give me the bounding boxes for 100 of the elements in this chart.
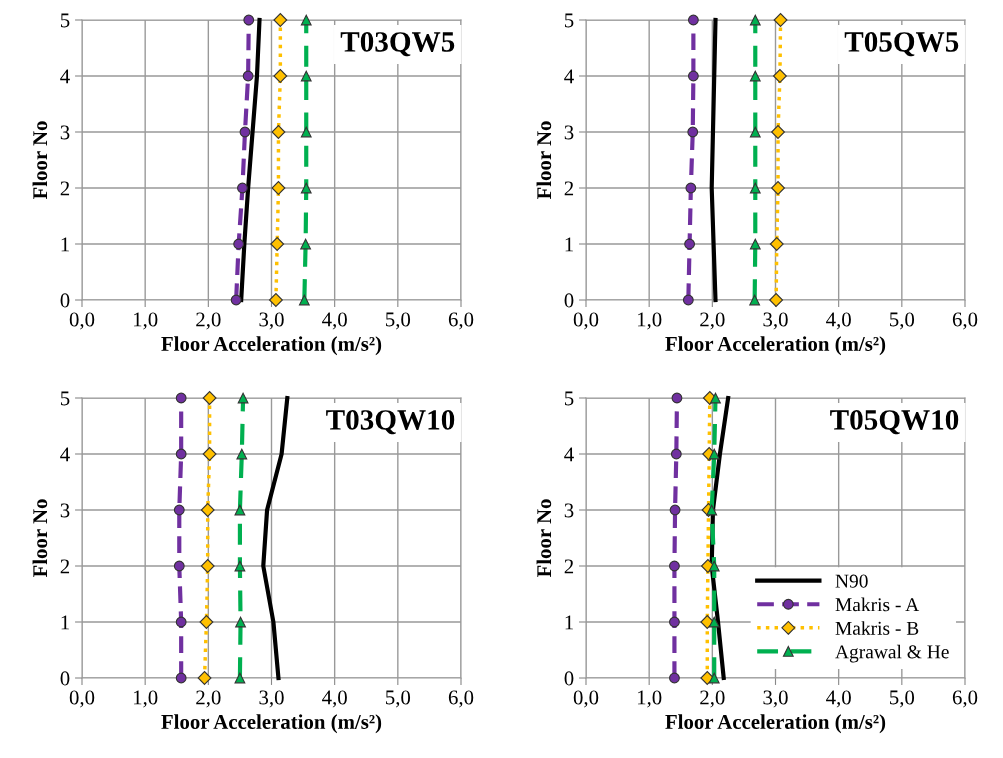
y-axis-title: Floor No [32,499,48,578]
point [300,238,312,250]
point [749,14,761,26]
point [685,182,697,194]
y-tick-label: 0 [564,293,574,308]
point [300,126,312,138]
y-tick-label: 4 [60,447,70,462]
x-tick-label: 5,0 [890,690,915,708]
point [200,503,215,517]
point [202,447,217,461]
point [706,504,718,516]
y-tick-label: 3 [60,125,70,140]
point [749,294,761,306]
chart-title: T03QW10 [326,410,455,435]
y-axis-title: Floor No [536,121,552,200]
x-axis-title: Floor Acceleration (m/s²) [665,336,886,356]
chart-title: T05QW10 [830,410,959,435]
y-tick-label: 1 [61,237,69,252]
x-tick-label: 6,0 [952,312,978,330]
point [708,616,720,628]
x-tick-label: 2,0 [700,690,725,708]
y-tick-label: 5 [60,13,70,28]
x-tick-label: 0,0 [573,312,599,330]
y-tick-label: 3 [564,503,574,518]
point [234,672,246,684]
point [749,70,761,82]
x-tick-label: 3,0 [259,690,284,708]
point [670,448,682,460]
point [749,126,761,138]
point [669,672,680,684]
x-tick-label: 2,0 [196,690,221,708]
point [271,181,286,195]
legend-label: N90 [835,574,868,588]
point [197,671,212,685]
x-tick-label: 0,0 [573,690,599,708]
x-tick-label: 6,0 [952,690,978,708]
x-tick-label: 6,0 [448,312,474,330]
point [749,238,761,250]
y-tick-label: 2 [60,559,70,574]
point [769,293,784,307]
point [235,616,246,628]
x-tick-label: 4,0 [826,312,851,330]
x-tick-label: 0,0 [69,690,95,708]
point [771,125,785,139]
x-tick-label: 4,0 [322,312,347,330]
point [669,560,680,572]
point [687,14,699,26]
point [708,560,720,572]
point [771,181,785,195]
point [682,294,694,306]
y-tick-label: 1 [565,615,573,630]
point [300,14,312,26]
x-tick-label: 2,0 [196,312,221,330]
point [242,70,254,82]
point [300,182,312,194]
chart-title: T03QW5 [340,32,455,57]
y-tick-label: 5 [564,13,574,28]
y-tick-label: 3 [60,503,70,518]
point [237,182,248,194]
point [199,615,214,629]
point [173,560,185,572]
point [175,448,187,460]
y-tick-label: 3 [564,125,574,140]
y-tick-label: 4 [564,69,574,84]
y-tick-label: 0 [60,293,70,308]
point [175,392,187,404]
x-axis-title: Floor Acceleration (m/s²) [161,336,382,356]
point [243,14,255,26]
y-axis-title: Floor No [536,499,552,578]
chart-title: T05QW5 [844,32,959,57]
x-axis-title: Floor Acceleration (m/s²) [665,714,886,734]
x-tick-label: 0,0 [69,312,95,330]
point [237,392,249,404]
line-series [709,17,718,303]
point [710,392,721,404]
legend-label: Makris - B [835,621,919,635]
point [234,560,246,572]
point [671,392,683,404]
point [175,616,187,628]
y-tick-label: 5 [60,391,70,406]
x-tick-label: 6,0 [448,690,474,708]
point [236,448,248,460]
x-tick-label: 3,0 [763,312,788,330]
point [687,126,699,138]
x-tick-label: 1,0 [637,690,662,708]
y-tick-label: 5 [564,391,574,406]
point [270,237,285,251]
x-tick-label: 3,0 [763,690,788,708]
legend-label: Agrawal & He [835,644,949,663]
point [271,125,286,139]
line-series [261,395,290,681]
x-tick-label: 5,0 [386,312,411,330]
x-tick-label: 2,0 [700,312,725,330]
point [202,391,217,405]
y-tick-label: 2 [564,181,574,196]
point [669,616,680,628]
point [708,672,720,684]
y-tick-label: 0 [564,671,574,686]
y-tick-label: 1 [565,237,573,252]
x-tick-label: 4,0 [322,690,347,708]
